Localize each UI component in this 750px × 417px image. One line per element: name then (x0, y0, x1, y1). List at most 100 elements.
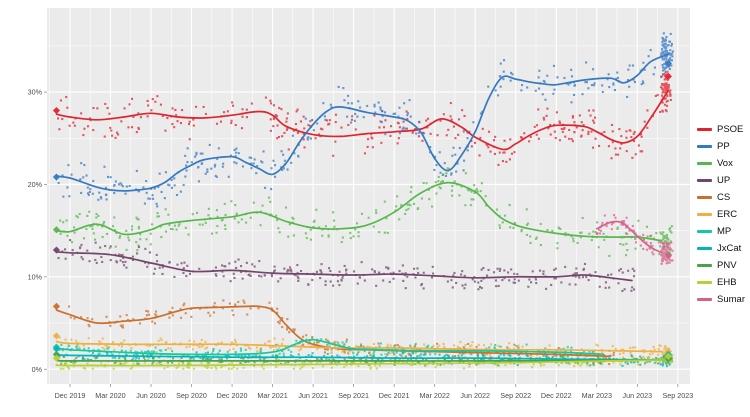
poll-point (264, 342, 267, 345)
poll-point (373, 103, 376, 106)
poll-point (480, 182, 483, 185)
poll-point (508, 347, 511, 350)
poll-point (573, 131, 576, 134)
poll-point (381, 358, 384, 361)
poll-point (337, 341, 340, 344)
poll-point (59, 99, 62, 102)
poll-point (171, 228, 174, 231)
poll-point (584, 81, 587, 84)
poll-point (323, 351, 326, 354)
poll-point (215, 175, 218, 178)
poll-point (663, 240, 666, 243)
poll-point (184, 226, 187, 229)
poll-point (156, 95, 159, 98)
poll-point (661, 364, 664, 367)
poll-point (663, 43, 666, 46)
poll-point (634, 153, 637, 156)
poll-point (585, 276, 588, 279)
poll-point (290, 350, 293, 353)
poll-point (401, 128, 404, 131)
poll-point (364, 361, 367, 364)
poll-point (131, 255, 134, 258)
poll-point (379, 342, 382, 345)
poll-point (145, 309, 148, 312)
poll-point (462, 169, 465, 172)
poll-point (67, 344, 70, 347)
poll-point (616, 227, 619, 230)
poll-point (633, 81, 636, 84)
poll-point (442, 113, 445, 116)
poll-point (613, 214, 616, 217)
poll-point (669, 89, 672, 92)
poll-point (595, 233, 598, 236)
poll-point (634, 346, 637, 349)
poll-point (204, 340, 207, 343)
poll-point (233, 161, 236, 164)
poll-point (307, 124, 310, 127)
election-2019-marker-cs (52, 302, 61, 310)
poll-point (121, 324, 124, 327)
poll-point (542, 79, 545, 82)
poll-point (347, 102, 350, 105)
poll-point (546, 107, 549, 110)
poll-point (191, 213, 194, 216)
poll-point (329, 103, 332, 106)
poll-point (214, 174, 217, 177)
poll-point (61, 174, 64, 177)
poll-point (78, 348, 81, 351)
poll-point (66, 186, 69, 189)
poll-point (229, 280, 232, 283)
poll-point (340, 241, 343, 244)
poll-point (168, 184, 171, 187)
poll-point (600, 132, 603, 135)
poll-point (481, 127, 484, 130)
poll-point (520, 89, 523, 92)
poll-point (366, 361, 369, 364)
poll-point (136, 252, 139, 255)
poll-point (164, 129, 167, 132)
poll-point (135, 356, 138, 359)
poll-point (466, 149, 469, 152)
poll-point (335, 361, 338, 364)
poll-point (619, 268, 622, 271)
poll-point (59, 232, 62, 235)
poll-point (137, 218, 140, 221)
poll-point (429, 132, 432, 135)
poll-point (151, 320, 154, 323)
poll-point (126, 318, 129, 321)
poll-point (568, 137, 571, 140)
poll-point (464, 172, 467, 175)
poll-point (286, 168, 289, 171)
poll-point (669, 98, 672, 101)
chart-legend: PSOE PP Vox UP CS ERC MP JxCat PNV EHB Sumar (697, 121, 745, 308)
poll-point (664, 76, 667, 79)
poll-point (324, 118, 327, 121)
poll-point (177, 365, 180, 368)
legend-swatch-up (697, 179, 712, 182)
poll-point (665, 52, 668, 55)
poll-point (206, 170, 209, 173)
poll-point (406, 203, 409, 206)
poll-point (154, 322, 157, 325)
poll-point (665, 362, 668, 365)
poll-point (661, 41, 664, 44)
poll-point (109, 176, 112, 179)
poll-point (413, 267, 416, 270)
poll-point (221, 270, 224, 273)
poll-point (405, 110, 408, 113)
poll-point (531, 270, 534, 273)
poll-point (392, 277, 395, 280)
poll-point (146, 265, 149, 268)
poll-point (167, 183, 170, 186)
poll-point (666, 94, 669, 97)
poll-point (115, 231, 118, 234)
poll-point (663, 83, 666, 86)
poll-point (647, 55, 650, 58)
poll-point (299, 367, 302, 370)
poll-point (155, 362, 158, 365)
poll-point (257, 307, 260, 310)
poll-point (619, 363, 622, 366)
poll-point (406, 275, 409, 278)
poll-point (651, 251, 654, 254)
poll-point (245, 108, 248, 111)
